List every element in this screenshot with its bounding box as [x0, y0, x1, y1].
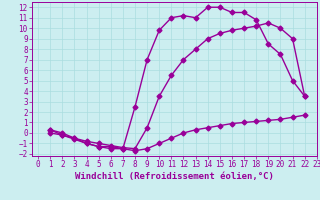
- X-axis label: Windchill (Refroidissement éolien,°C): Windchill (Refroidissement éolien,°C): [75, 172, 274, 181]
